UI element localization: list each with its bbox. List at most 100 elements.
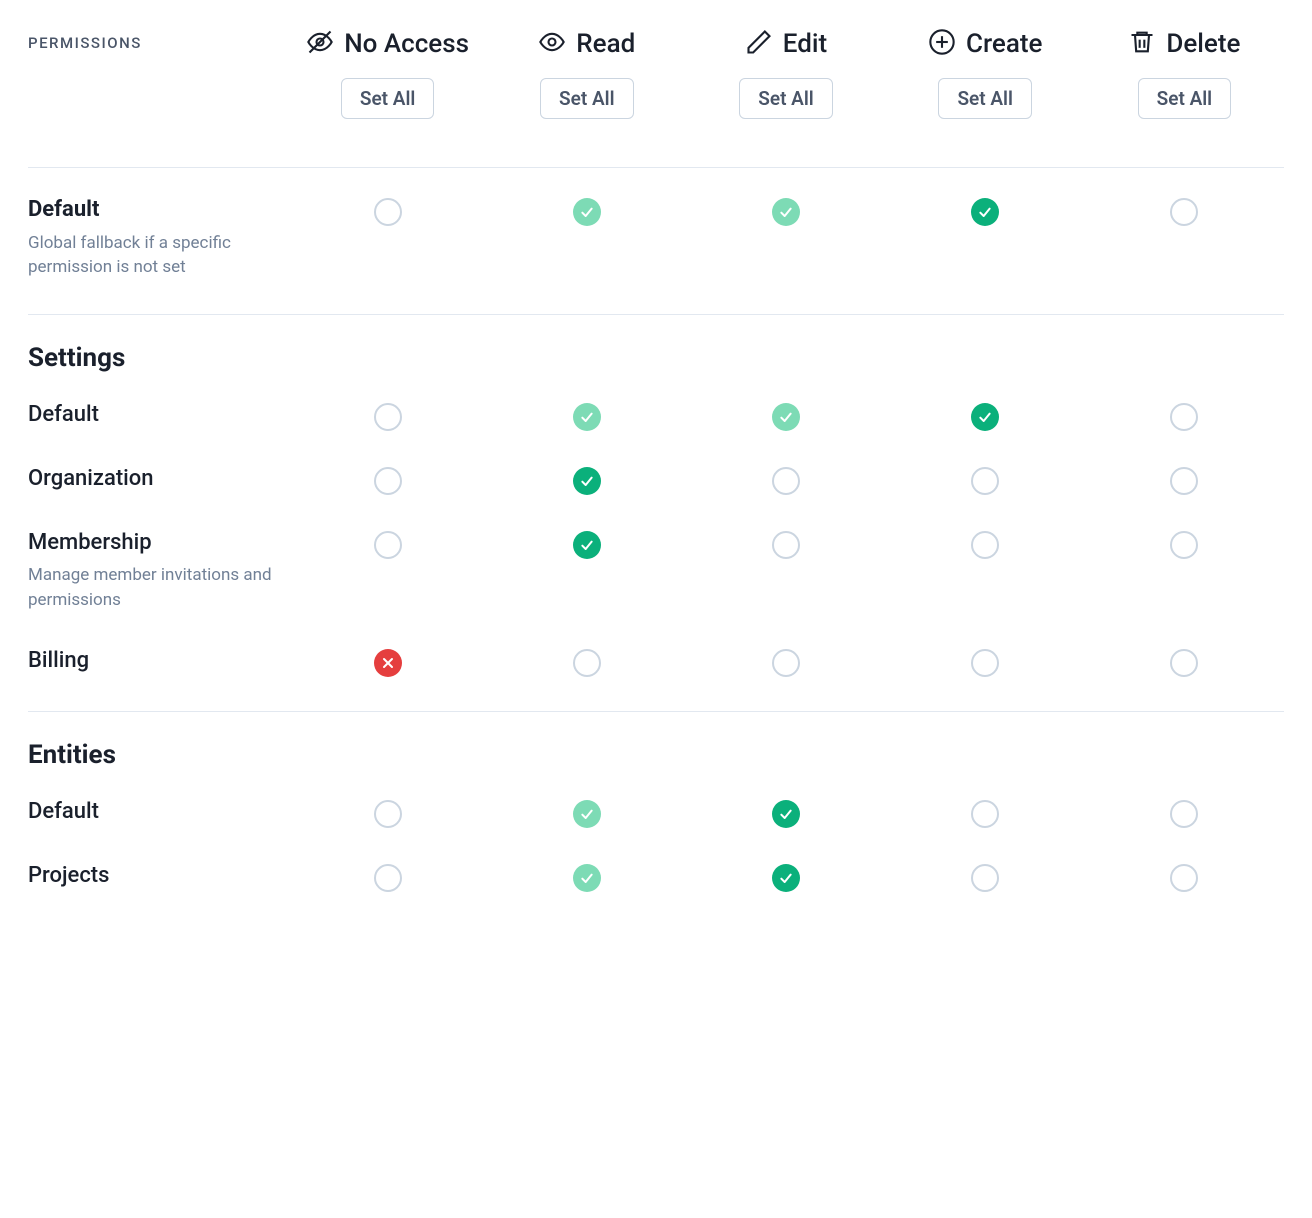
permission-radio-edit[interactable] <box>772 403 800 431</box>
permission-radio-no_access[interactable] <box>374 403 402 431</box>
permission-cell <box>886 196 1085 226</box>
permission-radio-read[interactable] <box>573 403 601 431</box>
permission-radio-delete[interactable] <box>1170 649 1198 677</box>
permission-cell <box>886 529 1085 559</box>
permission-cell <box>487 862 686 892</box>
permission-cell <box>288 465 487 495</box>
permission-row: Projects <box>28 862 1284 892</box>
permission-radio-edit[interactable] <box>772 800 800 828</box>
permission-cell <box>1085 529 1284 559</box>
eye-off-icon <box>306 28 334 60</box>
permission-radio-read[interactable] <box>573 864 601 892</box>
column-header-read: Read Set All <box>487 28 686 119</box>
row-label: Membership <box>28 529 278 558</box>
permission-radio-edit[interactable] <box>772 467 800 495</box>
column-header-create: Create Set All <box>886 28 1085 119</box>
permission-radio-read[interactable] <box>573 467 601 495</box>
permission-radio-create[interactable] <box>971 403 999 431</box>
permission-radio-edit[interactable] <box>772 531 800 559</box>
permission-radio-read[interactable] <box>573 198 601 226</box>
row-label-wrap: Billing <box>28 647 288 676</box>
permission-radio-edit[interactable] <box>772 198 800 226</box>
permission-cell <box>686 529 885 559</box>
permission-cell <box>288 196 487 226</box>
permission-cell <box>1085 401 1284 431</box>
permission-cell <box>886 647 1085 677</box>
row-description: Manage member invitations and permission… <box>28 563 278 612</box>
permission-radio-no_access[interactable] <box>374 467 402 495</box>
permission-radio-delete[interactable] <box>1170 531 1198 559</box>
permission-cell <box>1085 647 1284 677</box>
permission-cell <box>686 465 885 495</box>
permission-radio-no_access[interactable] <box>374 198 402 226</box>
permission-radio-delete[interactable] <box>1170 864 1198 892</box>
sections-container: DefaultGlobal fallback if a specific per… <box>28 167 1284 892</box>
permission-radio-create[interactable] <box>971 649 999 677</box>
permission-cell <box>886 465 1085 495</box>
section-divider <box>28 167 1284 168</box>
permission-row: Billing <box>28 647 1284 677</box>
set-all-delete-button[interactable]: Set All <box>1138 78 1231 119</box>
set-all-create-button[interactable]: Set All <box>938 78 1031 119</box>
permission-cell <box>487 647 686 677</box>
column-header-delete: Delete Set All <box>1085 28 1284 119</box>
permission-cell <box>487 196 686 226</box>
eye-icon <box>538 28 566 60</box>
permissions-header-label: PERMISSIONS <box>28 28 288 52</box>
trash-icon <box>1128 28 1156 60</box>
permission-radio-delete[interactable] <box>1170 467 1198 495</box>
permission-row: Default <box>28 798 1284 828</box>
permission-cell <box>1085 196 1284 226</box>
permission-cell <box>686 196 885 226</box>
permission-cell <box>886 798 1085 828</box>
permission-cell <box>487 465 686 495</box>
pencil-icon <box>745 28 773 60</box>
permission-radio-no_access[interactable] <box>374 531 402 559</box>
section-divider <box>28 711 1284 712</box>
permission-cell <box>288 529 487 559</box>
permission-radio-edit[interactable] <box>772 864 800 892</box>
row-label: Default <box>28 401 278 430</box>
permission-radio-delete[interactable] <box>1170 800 1198 828</box>
permission-radio-create[interactable] <box>971 800 999 828</box>
permission-cell <box>1085 798 1284 828</box>
set-all-edit-button[interactable]: Set All <box>739 78 832 119</box>
section-divider <box>28 314 1284 315</box>
column-label: Delete <box>1166 29 1240 59</box>
permission-radio-no_access[interactable] <box>374 649 402 677</box>
permission-radio-edit[interactable] <box>772 649 800 677</box>
column-header-edit: Edit Set All <box>686 28 885 119</box>
row-label-wrap: Membership Manage member invitations and … <box>28 529 288 613</box>
permission-radio-delete[interactable] <box>1170 198 1198 226</box>
permission-radio-create[interactable] <box>971 531 999 559</box>
permission-radio-read[interactable] <box>573 531 601 559</box>
permission-cell <box>487 798 686 828</box>
permission-radio-no_access[interactable] <box>374 800 402 828</box>
row-label: Projects <box>28 862 278 891</box>
permission-radio-read[interactable] <box>573 649 601 677</box>
row-label: Default <box>28 196 278 225</box>
permission-radio-read[interactable] <box>573 800 601 828</box>
permission-cell <box>686 798 885 828</box>
row-label-wrap: Projects <box>28 862 288 891</box>
set-all-read-button[interactable]: Set All <box>540 78 633 119</box>
row-label: Organization <box>28 465 278 494</box>
column-label: Create <box>966 29 1042 59</box>
permission-radio-create[interactable] <box>971 467 999 495</box>
row-label-wrap: DefaultGlobal fallback if a specific per… <box>28 196 288 280</box>
permission-cell <box>886 862 1085 892</box>
permission-cell <box>1085 465 1284 495</box>
permission-cell <box>686 862 885 892</box>
permission-cell <box>487 529 686 559</box>
permissions-header-row: PERMISSIONS No Access Set All Read Set A… <box>28 28 1284 139</box>
permission-cell <box>288 798 487 828</box>
permission-radio-create[interactable] <box>971 864 999 892</box>
permission-radio-create[interactable] <box>971 198 999 226</box>
column-label: Edit <box>783 29 827 59</box>
plus-circle-icon <box>928 28 956 60</box>
row-label-wrap: Organization <box>28 465 288 494</box>
permission-radio-no_access[interactable] <box>374 864 402 892</box>
row-label: Billing <box>28 647 278 676</box>
permission-radio-delete[interactable] <box>1170 403 1198 431</box>
set-all-no-access-button[interactable]: Set All <box>341 78 434 119</box>
